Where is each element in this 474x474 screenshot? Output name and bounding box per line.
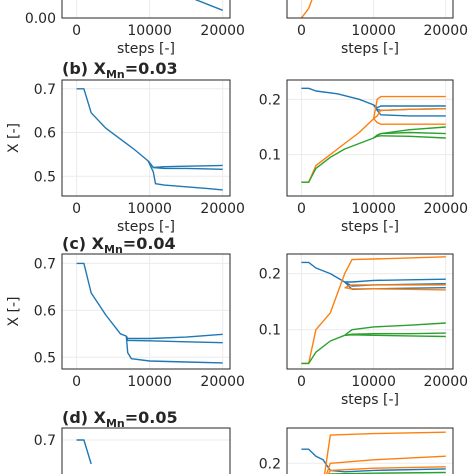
panel-title-prefix: (c) X	[62, 234, 105, 253]
y-tick-label: 0.5	[34, 350, 56, 366]
series-line-blue	[301, 87, 446, 109]
panel-c-right: 0 10000 20000 0.1 0.2 steps [-]	[259, 253, 469, 408]
x-tick-label: 10000	[351, 374, 396, 390]
y-tick-label: 0.6	[34, 126, 56, 142]
x-tick-label: 20000	[200, 23, 245, 39]
panel-d-right: 0.2	[259, 427, 454, 474]
x-tick-label: 10000	[351, 23, 396, 39]
x-tick-label: 0	[297, 201, 306, 217]
panel-title-prefix: (d) X	[62, 408, 107, 427]
series-line-blue	[76, 262, 223, 340]
x-axis-label: steps [-]	[117, 41, 175, 57]
y-tick-label: 0.1	[259, 148, 281, 164]
y-tick-label: 0.7	[34, 433, 56, 449]
series-line-green	[373, 135, 446, 139]
series-line-orange	[344, 284, 446, 289]
series-group	[76, 439, 92, 465]
series-line-orange	[301, 95, 446, 183]
x-tick-label: 10000	[127, 201, 172, 217]
panel-c-left: 0 10000 20000 0.5 0.6 0.7 X [-] (c) XMn=0.04	[6, 234, 245, 390]
panel-title-subscript: Mn	[106, 417, 125, 430]
y-tick-label: 0.1	[259, 323, 281, 339]
x-tick-label: 20000	[200, 374, 245, 390]
x-tick-label: 0	[72, 201, 81, 217]
x-axis-label: steps [-]	[341, 392, 399, 408]
series-group	[76, 262, 223, 364]
x-tick-label: 20000	[200, 201, 245, 217]
y-tick-label: 0.00	[25, 11, 56, 27]
series-line-blue	[147, 160, 223, 191]
series-group	[301, 256, 446, 365]
x-axis-label: steps [-]	[117, 219, 175, 235]
x-tick-label: 20000	[424, 374, 469, 390]
panel-title: (b) XMn=0.03	[62, 59, 178, 81]
x-tick-label: 0	[72, 374, 81, 390]
series-group	[301, 431, 446, 474]
x-axis-label: steps [-]	[341, 41, 399, 57]
series-line-green	[301, 126, 446, 183]
series-group	[76, 88, 223, 191]
panel-title-suffix: =0.04	[123, 234, 176, 253]
x-tick-label: 10000	[127, 23, 172, 39]
panel-a-right: 0 10000 20000 steps [-]	[286, 0, 469, 57]
x-axis-label: steps [-]	[341, 219, 399, 235]
series-line-orange	[373, 108, 446, 120]
y-tick-label: 0.5	[34, 169, 56, 185]
series-line-orange	[344, 287, 446, 291]
axes-frame	[61, 253, 231, 370]
x-tick-label: 10000	[127, 374, 172, 390]
axes-frame	[286, 253, 454, 370]
axes-frame	[61, 79, 231, 197]
panel-title-suffix: =0.05	[125, 408, 178, 427]
axes-frame	[61, 427, 231, 474]
panel-a-left: 0 10000 20000 0.00 steps [-]	[25, 0, 245, 57]
series-line-blue	[147, 160, 223, 170]
y-tick-label: 0.7	[34, 82, 56, 98]
panel-b-right: 0 10000 20000 0.1 0.2 steps [-]	[259, 79, 469, 235]
panel-title: (d) XMn=0.05	[62, 408, 178, 430]
x-tick-label: 20000	[424, 201, 469, 217]
panel-title-prefix: (b) X	[62, 59, 107, 78]
series-line-blue	[76, 439, 92, 465]
series-line-orange	[323, 431, 446, 474]
series-line-blue	[125, 336, 223, 364]
series-group	[301, 87, 446, 183]
series-line-orange	[373, 118, 446, 125]
panel-title-suffix: =0.03	[125, 59, 178, 78]
panel-d-left: 0.7 (d) XMn=0.05	[34, 408, 231, 474]
axes-frame	[286, 0, 454, 19]
axes-frame	[286, 427, 454, 474]
y-tick-label: 0.2	[259, 456, 281, 472]
series-line-orange	[327, 466, 446, 474]
series-line-orange	[301, 256, 446, 365]
x-tick-label: 20000	[424, 23, 469, 39]
y-tick-label: 0.6	[34, 303, 56, 319]
y-axis-label: X [-]	[6, 296, 22, 326]
panel-title: (c) XMn=0.04	[62, 234, 176, 256]
series-line-green	[344, 334, 446, 338]
x-tick-label: 0	[297, 374, 306, 390]
series-group	[300, 0, 313, 18]
series-group	[194, 0, 223, 11]
panel-title-subscript: Mn	[104, 243, 123, 256]
axes-frame	[61, 0, 231, 19]
series-line-blue	[301, 448, 446, 473]
x-tick-label: 0	[72, 23, 81, 39]
series-line-orange	[300, 0, 313, 18]
axes-frame	[286, 79, 454, 197]
y-tick-label: 0.2	[259, 267, 281, 283]
series-line-blue	[194, 0, 223, 11]
x-tick-label: 10000	[351, 201, 396, 217]
series-line-blue	[76, 88, 223, 169]
x-tick-label: 0	[297, 23, 306, 39]
panel-b-left: 0 10000 20000 0.5 0.6 0.7 steps [-] X [-] (b) XM…	[6, 59, 245, 235]
panel-title-subscript: Mn	[106, 68, 125, 81]
y-axis-label: X [-]	[6, 123, 22, 153]
y-tick-label: 0.2	[259, 92, 281, 108]
y-tick-label: 0.7	[34, 256, 56, 272]
